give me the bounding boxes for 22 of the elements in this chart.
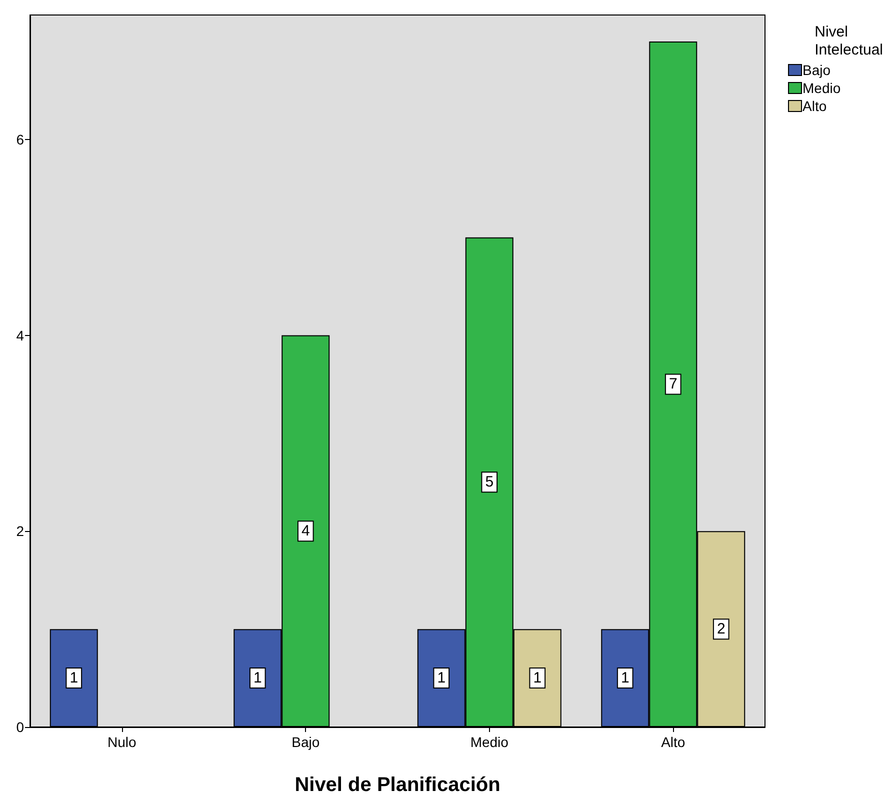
x-tick-label: Bajo [292, 734, 320, 750]
x-axis-title: Nivel de Planificación [294, 774, 500, 796]
data-label: 1 [253, 670, 262, 687]
x-tick-label: Medio [470, 734, 509, 750]
y-tick-label: 2 [16, 523, 24, 540]
legend-label: Alto [802, 98, 827, 114]
data-label: 1 [70, 670, 78, 687]
y-tick-label: 0 [16, 719, 24, 735]
data-label: 7 [668, 376, 678, 393]
y-tick-label: 4 [16, 327, 24, 344]
data-label: 5 [485, 474, 494, 491]
legend-title: Nivel Intelectual [814, 24, 884, 58]
data-label: 1 [620, 670, 630, 687]
x-tick-label: Alto [661, 734, 686, 750]
x-tick-label: Nulo [107, 734, 136, 750]
data-label: 1 [533, 670, 542, 687]
legend-label: Medio [802, 80, 841, 96]
data-label: 1 [437, 670, 446, 687]
data-label: 2 [716, 620, 726, 638]
y-tick-label: 6 [16, 131, 24, 148]
data-label: 4 [301, 522, 310, 540]
legend-label: Bajo [802, 62, 831, 78]
